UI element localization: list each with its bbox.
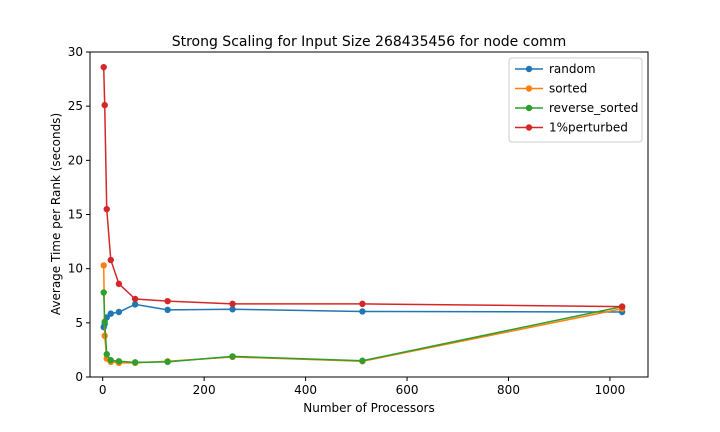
legend-item: reverse_sorted: [515, 101, 638, 115]
data-point: [131, 301, 139, 308]
series-line: [102, 292, 623, 364]
data-point: [107, 256, 114, 264]
legend-item: sorted: [515, 82, 587, 96]
series-1%perturbed: [100, 63, 626, 310]
data-point: [115, 358, 123, 365]
data-point: [229, 306, 236, 313]
data-point: [100, 289, 107, 296]
data-point: [229, 300, 236, 308]
x-axis-label: Number of Processors: [303, 401, 434, 415]
x-tick-label: 1000: [595, 383, 626, 397]
data-point: [101, 318, 108, 325]
legend-label: random: [549, 62, 596, 76]
data-point: [103, 351, 110, 358]
series-reverse_sorted: [100, 289, 626, 366]
legend: random sorted reverse_sorted 1%perturbed: [508, 57, 643, 143]
y-tick-label: 5: [75, 316, 83, 330]
x-tick-label: 400: [294, 383, 317, 397]
series-line: [102, 67, 623, 308]
legend-box: [508, 57, 643, 143]
data-point: [164, 297, 171, 305]
y-tick-label: 25: [68, 99, 83, 113]
data-point: [131, 359, 139, 366]
data-point: [100, 262, 107, 269]
y-tick-label: 10: [68, 262, 83, 276]
legend-marker: [525, 124, 533, 131]
x-axis: 0 200 400 600 800 1000: [99, 377, 625, 397]
legend-item: 1%perturbed: [515, 121, 628, 135]
data-point: [131, 295, 139, 303]
x-tick-label: 200: [193, 383, 216, 397]
legend-label: sorted: [549, 82, 587, 96]
y-tick-label: 30: [68, 45, 83, 59]
legend-label: reverse_sorted: [549, 101, 638, 115]
data-point: [100, 63, 107, 71]
x-tick-label: 0: [99, 383, 107, 397]
y-axis-label: Average Time per Rank (seconds): [49, 113, 63, 315]
data-point: [164, 306, 171, 314]
data-point: [229, 353, 236, 360]
legend-marker: [525, 85, 533, 92]
data-point: [115, 280, 123, 288]
x-tick-label: 600: [396, 383, 419, 397]
y-axis: 0 5 10 15 20 25 30: [68, 45, 90, 384]
chart-title: Strong Scaling for Input Size 268435456 …: [172, 34, 567, 50]
data-point: [618, 303, 626, 310]
plot-area: [100, 63, 626, 367]
data-point: [164, 358, 171, 366]
data-point: [115, 308, 123, 316]
legend-label: 1%perturbed: [549, 121, 628, 135]
data-point: [103, 205, 110, 213]
data-point: [101, 101, 108, 109]
y-tick-label: 20: [68, 153, 83, 167]
legend-marker: [525, 65, 533, 73]
data-point: [107, 310, 114, 317]
legend-marker: [525, 104, 533, 112]
data-point: [107, 357, 114, 364]
y-tick-label: 15: [68, 208, 83, 222]
data-point: [359, 308, 366, 315]
y-tick-label: 0: [75, 370, 83, 384]
x-tick-label: 800: [497, 383, 520, 397]
legend-item: random: [515, 62, 596, 76]
data-point: [359, 357, 366, 364]
data-point: [359, 300, 366, 308]
